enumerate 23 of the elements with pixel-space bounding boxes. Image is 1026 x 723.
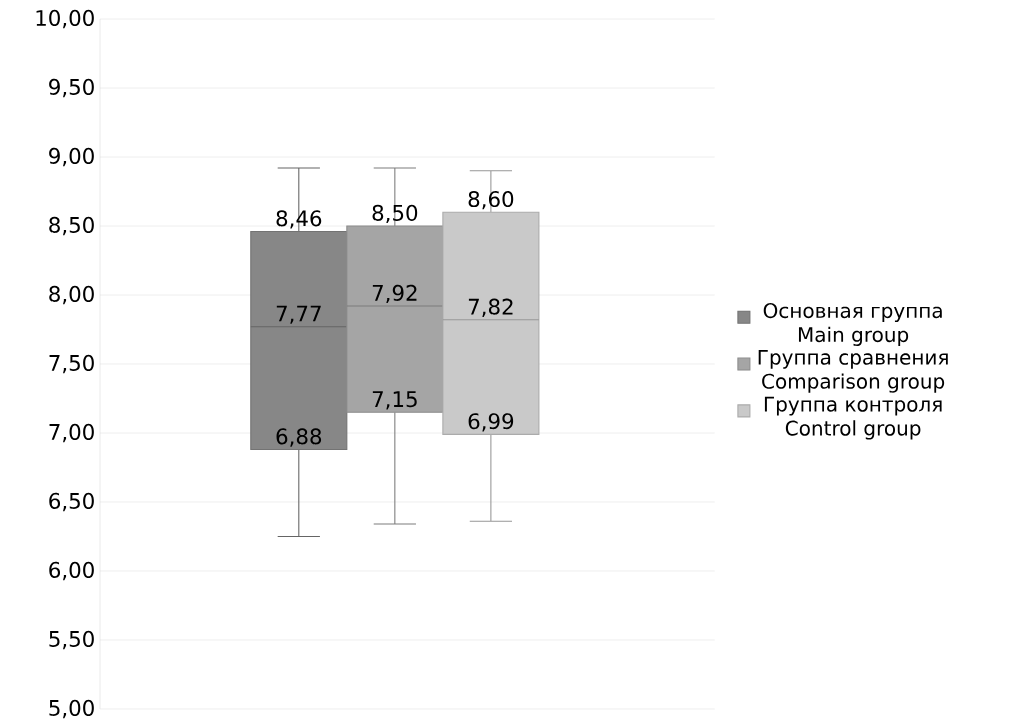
y-tick-label: 10,00 [36,10,94,29]
annotation: 6,99 [468,413,514,432]
legend-label: Группа сравнения Comparison group [758,350,948,393]
y-tick-label: 7,00 [49,424,94,443]
annotation: 8,60 [468,191,514,210]
annotation: 7,92 [372,285,417,304]
annotation: 8,46 [276,210,322,229]
legend-label: Группа контроля Control group [764,397,942,440]
y-tick-label: 9,00 [49,148,94,167]
y-tick-label: 7,50 [49,355,94,374]
y-tick-label: 5,50 [49,631,94,650]
y-tick-label: 5,00 [49,700,94,719]
y-tick-label: 8,00 [49,286,94,305]
y-tick-label: 9,50 [49,79,94,98]
y-tick-label: 8,50 [49,217,94,236]
y-tick-label: 6,50 [49,493,94,512]
annotation: 6,88 [276,428,322,447]
y-tick-label: 6,00 [49,562,94,581]
legend-label: Основная группа Main group [763,303,942,347]
annotation: 7,15 [372,391,417,410]
annotation: 7,77 [276,305,321,325]
annotation: 7,82 [468,298,513,318]
annotation: 8,50 [372,204,418,224]
